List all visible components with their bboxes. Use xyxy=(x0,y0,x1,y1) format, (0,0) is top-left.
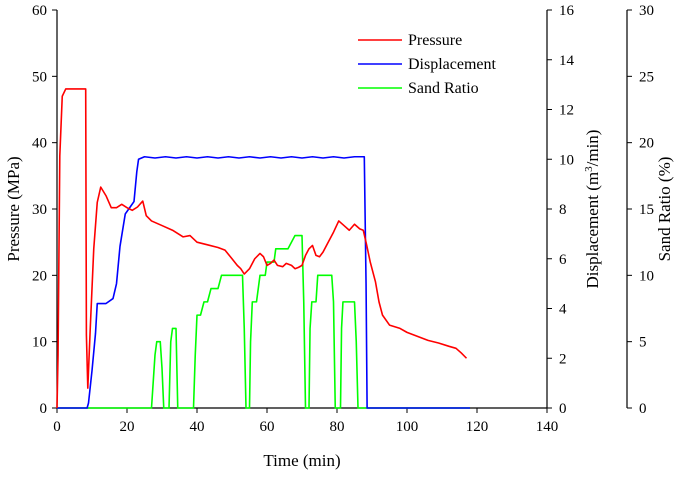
displacement-axis-tick-label: 6 xyxy=(559,252,567,268)
sand-ratio-axis-title: Sand Ratio (%) xyxy=(655,157,674,262)
sand-ratio-axis-tick-label: 0 xyxy=(639,401,647,417)
pressure-axis-title: Pressure (MPa) xyxy=(4,156,23,261)
sand-ratio-legend-label: Sand Ratio xyxy=(408,80,479,97)
displacement-axis-tick-label: 2 xyxy=(559,351,567,367)
sand-ratio-axis-tick-label: 30 xyxy=(639,3,654,19)
displacement-axis-title: Displacement (m3/min) xyxy=(583,130,602,289)
x-tick-label: 140 xyxy=(536,419,559,435)
displacement-axis-tick-label: 14 xyxy=(559,53,575,69)
displacement-axis-tick-label: 8 xyxy=(559,202,567,218)
displacement-axis-tick-label: 0 xyxy=(559,401,567,417)
displacement-axis-ticks: 0 2 4 6 8 10 12 14 16 xyxy=(547,3,575,417)
displacement-axis-tick-label: 10 xyxy=(559,152,574,168)
displacement-axis-title-main: Displacement (m xyxy=(583,172,602,289)
pressure-axis-tick-label: 0 xyxy=(40,401,48,417)
pressure-axis-tick-label: 10 xyxy=(32,335,47,351)
x-tick-label: 20 xyxy=(120,419,135,435)
x-axis-ticks: 0 20 40 60 80 100 120 140 xyxy=(53,408,558,435)
pressure-axis-tick-label: 30 xyxy=(32,202,47,218)
sand-ratio-axis-tick-label: 15 xyxy=(639,202,654,218)
sand-ratio-series-line xyxy=(57,234,470,409)
pressure-axis-tick-label: 50 xyxy=(32,69,47,85)
sand-ratio-axis-ticks: 0 5 10 15 20 25 30 xyxy=(627,3,654,417)
sand-ratio-axis-tick-label: 5 xyxy=(639,335,647,351)
sand-ratio-axis-tick-label: 10 xyxy=(639,268,654,284)
displacement-axis-tick-label: 12 xyxy=(559,103,574,119)
x-tick-label: 80 xyxy=(330,419,345,435)
displacement-legend-label: Displacement xyxy=(408,56,497,73)
pressure-series-line xyxy=(56,88,468,409)
legend: Pressure Displacement Sand Ratio xyxy=(358,32,497,97)
x-tick-label: 100 xyxy=(396,419,419,435)
pressure-axis-tick-label: 60 xyxy=(32,3,47,19)
displacement-series-line xyxy=(57,155,470,409)
displacement-axis-title-sup: 3 xyxy=(583,166,595,172)
displacement-axis-tick-label: 16 xyxy=(559,3,575,19)
pressure-axis-tick-label: 40 xyxy=(32,136,47,152)
pressure-axis-tick-label: 20 xyxy=(32,268,47,284)
displacement-axis-title-tail: /min) xyxy=(583,130,602,167)
sand-ratio-axis-tick-label: 20 xyxy=(639,136,654,152)
pressure-axis-ticks: 0 10 20 30 40 50 60 xyxy=(32,3,57,417)
x-tick-label: 40 xyxy=(190,419,205,435)
series-group xyxy=(56,88,470,409)
sand-ratio-axis-tick-label: 25 xyxy=(639,69,654,85)
pressure-legend-label: Pressure xyxy=(408,32,462,49)
x-tick-label: 60 xyxy=(260,419,275,435)
x-axis-title: Time (min) xyxy=(263,451,340,470)
displacement-axis-tick-label: 4 xyxy=(559,302,567,318)
x-tick-label: 120 xyxy=(466,419,489,435)
x-tick-label: 0 xyxy=(53,419,61,435)
